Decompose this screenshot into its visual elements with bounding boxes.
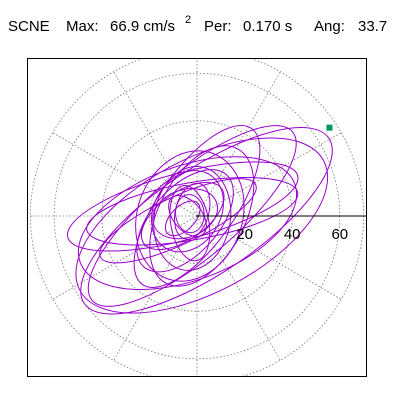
trace-loop [149, 145, 255, 287]
radial-tick-labels: 20 40 60 [236, 226, 348, 243]
trace-loop [151, 170, 224, 253]
trace-loop [175, 194, 205, 234]
trace-loop [135, 150, 245, 282]
max-label: Max: [66, 18, 99, 35]
grid-spoke [113, 71, 198, 217]
header-bar: SCNE Max: 66.9 cm/s 2 Per: 0.170 s Ang: … [8, 14, 400, 40]
trace-loop [87, 125, 297, 307]
trace-loop [169, 184, 211, 262]
max-value: 66.9 cm/s [110, 18, 176, 35]
trace-loop [164, 200, 201, 237]
trace-loop [136, 169, 234, 273]
max-amplitude-marker [326, 124, 333, 131]
max-unit-exponent: 2 [185, 14, 192, 26]
angle-label: Ang: [314, 18, 345, 35]
tick-label: 20 [236, 226, 253, 243]
trace-loop [99, 178, 257, 264]
trace-loop [75, 137, 329, 314]
trace-loop [168, 195, 207, 237]
plot-frame [27, 58, 367, 377]
grid-spoke [196, 215, 342, 300]
grid-spoke [196, 71, 281, 217]
angle-value: 33.7 [358, 18, 388, 35]
motion-trace [66, 124, 333, 315]
tick-label: 40 [284, 226, 301, 243]
trace-loop [77, 156, 298, 291]
tick-label: 60 [331, 226, 348, 243]
station-code: SCNE [8, 18, 50, 35]
trace-loop [153, 165, 232, 271]
trace-loop [86, 177, 299, 246]
period-label: Per: [204, 18, 232, 35]
period-value: 0.170 s [243, 18, 293, 35]
